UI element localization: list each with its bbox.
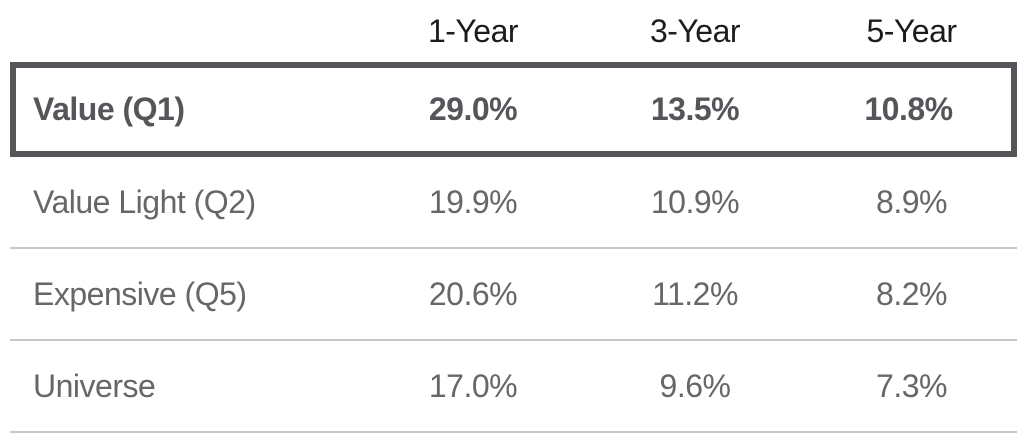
cell-value-1-year: 19.9% [428,183,518,220]
table-row-universe: Universe 17.0% 9.6% 7.3% [10,341,1017,433]
column-header-1-year: 1-Year [427,12,519,49]
cell-value-3-year: 9.6% [659,367,731,404]
cell-value-5-year: 7.3% [876,367,947,404]
cell-value-1-year: 17.0% [428,367,518,404]
row-label: Value (Q1) [33,91,185,127]
cell-value-1-year: 20.6% [428,275,518,312]
row-label: Expensive (Q5) [33,275,247,312]
row-label: Universe [33,367,156,404]
table-header-row: 1-Year 3-Year 5-Year [10,0,1017,62]
performance-table: 1-Year 3-Year 5-Year Value (Q1) 29.0% 13… [10,0,1017,433]
cell-value-1-year: 29.0% [428,91,518,127]
table-row-value-light-q2: Value Light (Q2) 19.9% 10.9% 8.9% [10,157,1017,249]
cell-value-5-year: 8.2% [876,275,947,312]
row-label: Value Light (Q2) [33,183,256,220]
table-row-value-q1: Value (Q1) 29.0% 13.5% 10.8% [10,62,1017,157]
table-row-expensive-q5: Expensive (Q5) 20.6% 11.2% 8.2% [10,249,1017,341]
cell-value-5-year: 10.8% [864,91,953,127]
cell-value-3-year: 10.9% [650,183,740,220]
column-header-5-year: 5-Year [866,12,957,49]
cell-value-3-year: 13.5% [650,91,740,127]
cell-value-5-year: 8.9% [876,183,947,220]
column-header-3-year: 3-Year [649,12,741,49]
cell-value-3-year: 11.2% [652,275,738,312]
